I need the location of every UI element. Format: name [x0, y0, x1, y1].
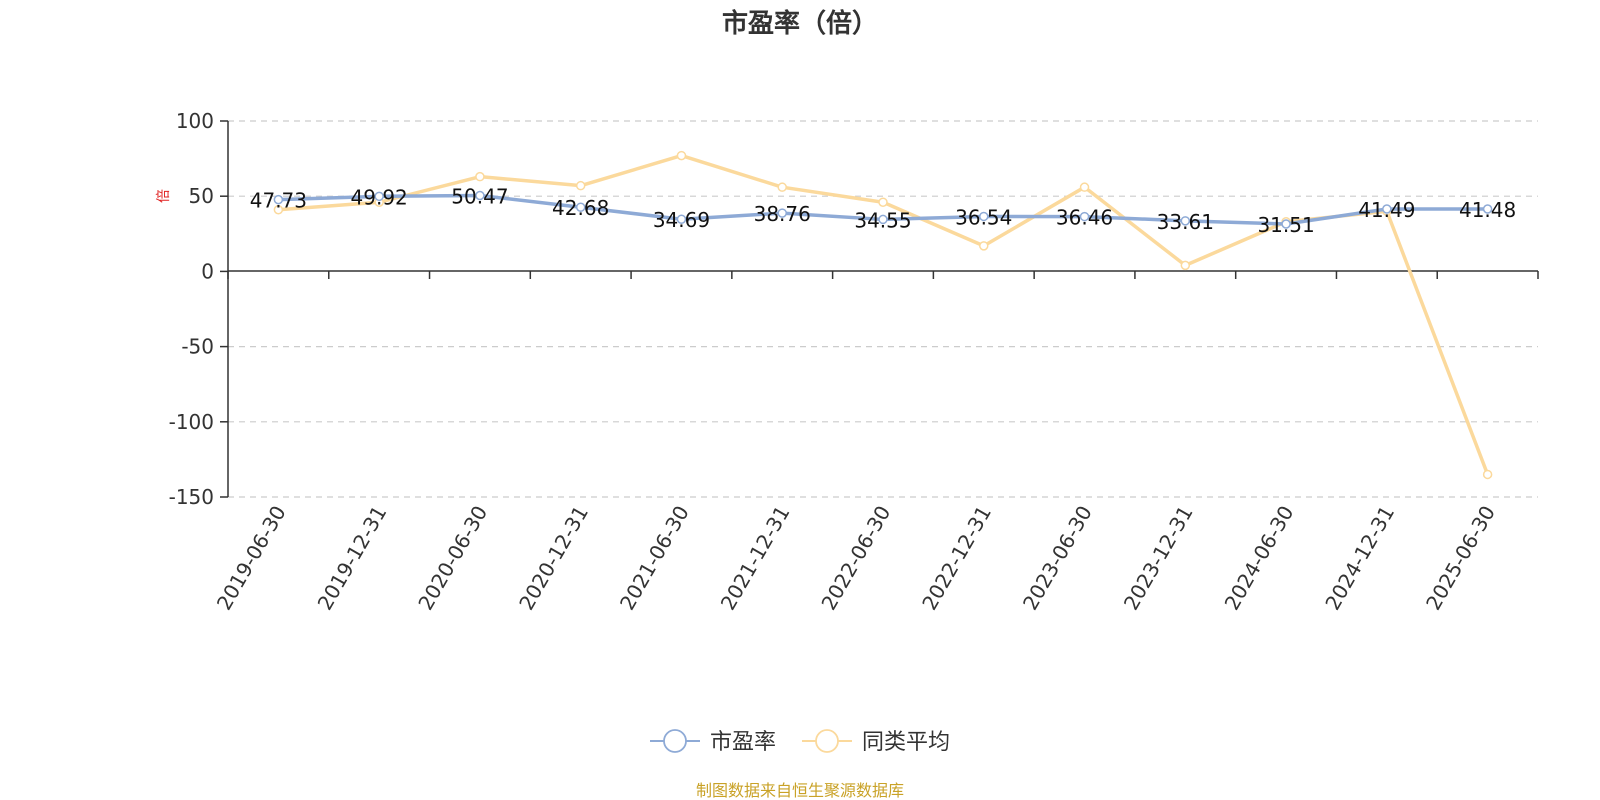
data-point: [1382, 204, 1392, 214]
legend-item[interactable]: 同类平均: [802, 729, 950, 755]
y-tick-label: 0: [201, 259, 214, 283]
y-axis-label: 倍: [156, 189, 172, 203]
y-tick-label: -150: [169, 485, 214, 509]
data-point: [475, 171, 485, 182]
x-tick-label: 2023-06-30: [1018, 502, 1097, 615]
data-point: [878, 197, 888, 207]
data-label: 31.51: [1257, 213, 1314, 237]
data-point: [1482, 204, 1493, 214]
data-point: [374, 191, 384, 202]
data-point: [979, 241, 989, 251]
legend[interactable]: 市盈率 同类平均: [650, 729, 950, 755]
data-label: 33.61: [1157, 210, 1214, 234]
data-point: [475, 190, 485, 201]
chart-title: 市盈率（倍）: [722, 8, 878, 39]
x-tick-label: 2024-12-31: [1320, 502, 1399, 615]
data-point: [676, 150, 687, 161]
data-point: [676, 214, 687, 224]
x-tick-label: 2020-06-30: [413, 502, 492, 615]
data-label: 42.68: [552, 196, 609, 220]
data-point: [1180, 216, 1191, 226]
data-label: 41.49: [1358, 198, 1415, 222]
data-label: 36.54: [955, 205, 1012, 229]
data-point: [1079, 182, 1090, 192]
data-point: [1180, 260, 1191, 271]
data-labels: 47.73 49.92 50.47 42.68 34.69 38.76 34.55 36.54…: [250, 184, 1516, 237]
legend-label: 同类平均: [862, 730, 950, 755]
data-point: [777, 182, 787, 192]
data-label: 41.48: [1459, 198, 1516, 222]
x-tick-label: 2023-12-31: [1119, 502, 1198, 615]
x-tick-label: 2025-06-30: [1421, 502, 1500, 615]
data-label: 50.47: [451, 184, 508, 208]
data-point: [1482, 469, 1493, 480]
data-point: [575, 180, 586, 191]
x-tick-label: 2019-12-31: [313, 502, 392, 615]
data-label: 38.76: [754, 202, 811, 226]
data-label: 34.55: [854, 208, 911, 232]
y-tick-label: -50: [181, 335, 214, 359]
x-tick-label: 2021-12-31: [716, 502, 795, 615]
data-label: 34.69: [653, 208, 710, 232]
legend-marker-icon: [815, 729, 839, 753]
x-tick-label: 2024-06-30: [1220, 502, 1299, 615]
data-point: [878, 214, 888, 225]
legend-label: 市盈率: [710, 730, 776, 755]
x-tick-label: 2021-06-30: [615, 502, 694, 615]
data-point: [979, 211, 989, 222]
data-point: [273, 204, 284, 215]
source-note: 制图数据来自恒生聚源数据库: [696, 781, 904, 800]
data-point: [1281, 219, 1291, 229]
data-label: 49.92: [351, 185, 408, 209]
data-point: [777, 208, 787, 218]
legend-item[interactable]: 市盈率: [650, 729, 776, 755]
y-tick-label: 100: [176, 109, 214, 133]
data-point: [575, 202, 586, 212]
series-lines: [273, 150, 1493, 480]
y-tick-label: 50: [189, 184, 214, 208]
x-tick-label: 2019-06-30: [212, 502, 291, 615]
y-tick-label: -100: [169, 410, 214, 434]
legend-marker-icon: [663, 729, 687, 753]
data-label: 47.73: [250, 189, 307, 213]
x-tick-label: 2022-12-31: [917, 502, 996, 615]
grid-lines: [228, 120, 1538, 498]
x-tick-label: 2020-12-31: [514, 502, 593, 615]
data-label: 36.46: [1056, 206, 1113, 230]
data-point: [1079, 211, 1090, 222]
data-point: [273, 194, 284, 205]
x-tick-label: 2022-06-30: [816, 502, 895, 615]
